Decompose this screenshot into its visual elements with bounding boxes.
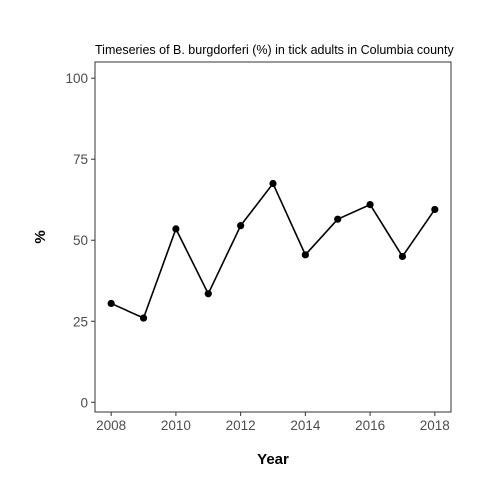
x-tick-label: 2016 xyxy=(355,418,385,433)
x-tick-label: 2014 xyxy=(290,418,321,433)
y-tick-label: 50 xyxy=(73,233,88,248)
series-layer xyxy=(107,179,439,322)
plot-panel-border xyxy=(94,61,452,413)
data-point xyxy=(334,215,342,223)
y-tick-label: 75 xyxy=(73,152,88,167)
data-point xyxy=(204,290,212,298)
x-tick-label: 2012 xyxy=(226,418,256,433)
x-tick-label: 2010 xyxy=(161,418,191,433)
data-point xyxy=(366,200,374,209)
y-tick-label: 25 xyxy=(73,314,88,329)
x-tick-label: 2008 xyxy=(96,418,126,433)
data-point xyxy=(431,205,439,214)
x-axis: 2008 2010 2012 2014 2016 2018 xyxy=(96,412,450,433)
data-point xyxy=(269,179,277,188)
x-tick-label: 2018 xyxy=(420,418,450,433)
y-axis: 0 25 50 75 100 xyxy=(65,71,95,410)
data-point xyxy=(237,222,245,230)
y-tick-label: 100 xyxy=(65,71,88,86)
data-point xyxy=(107,299,115,308)
chart-title: Timeseries of B. burgdorferi (%) in tick… xyxy=(95,43,454,57)
data-point xyxy=(398,252,407,261)
data-point xyxy=(301,251,309,259)
y-axis-title: % xyxy=(32,230,49,243)
data-point xyxy=(139,314,148,322)
data-point xyxy=(172,225,180,233)
x-axis-title: Year xyxy=(257,451,289,468)
plot-area xyxy=(94,61,452,413)
y-tick-label: 0 xyxy=(80,395,88,410)
